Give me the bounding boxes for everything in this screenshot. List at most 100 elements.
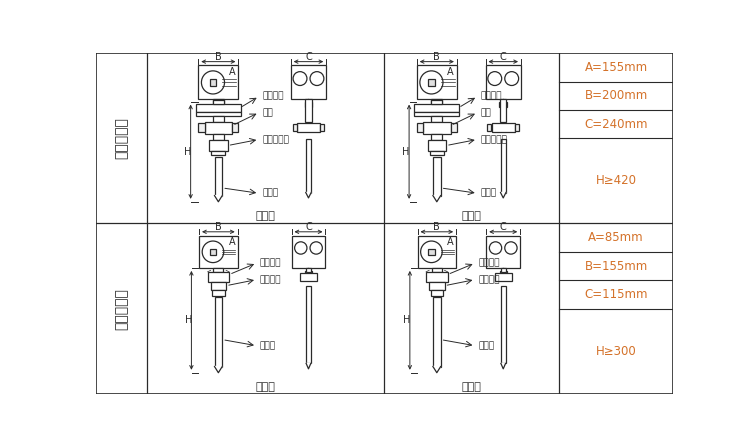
Text: C=240mm: C=240mm — [584, 117, 648, 131]
Bar — [500, 268, 506, 272]
Text: 測量桿: 測量桿 — [260, 341, 276, 350]
Bar — [305, 272, 312, 275]
Text: 鎖緊螺母: 鎖緊螺母 — [478, 258, 500, 268]
Text: 測量桿: 測量桿 — [262, 189, 278, 198]
Bar — [500, 102, 507, 107]
Bar — [212, 290, 224, 296]
Bar — [431, 99, 442, 104]
Text: B: B — [215, 52, 222, 62]
Text: A: A — [229, 237, 236, 247]
Polygon shape — [214, 366, 222, 373]
Text: 螺紋連接型: 螺紋連接型 — [115, 288, 128, 330]
Bar — [426, 272, 448, 282]
Bar — [300, 272, 317, 281]
Bar — [297, 123, 320, 132]
Text: C: C — [500, 52, 506, 62]
Bar — [213, 116, 223, 122]
Bar — [306, 287, 310, 363]
Text: A: A — [447, 237, 454, 247]
Bar — [306, 268, 311, 272]
Text: H: H — [184, 315, 192, 325]
Bar — [430, 152, 444, 155]
Polygon shape — [501, 363, 506, 369]
Polygon shape — [500, 193, 506, 198]
Polygon shape — [433, 366, 441, 373]
Text: 連接法蘭: 連接法蘭 — [481, 92, 502, 101]
Text: C: C — [305, 52, 312, 62]
Text: H≥420: H≥420 — [596, 174, 637, 187]
Text: 一體型: 一體型 — [256, 210, 276, 221]
Bar — [211, 152, 225, 155]
Text: 安裝連接件: 安裝連接件 — [262, 135, 290, 144]
Bar — [199, 236, 238, 268]
Text: B=200mm: B=200mm — [584, 89, 648, 102]
Bar — [451, 123, 457, 132]
Text: 連接螺絲: 連接螺絲 — [478, 275, 500, 284]
Text: 測量桿: 測量桿 — [478, 341, 494, 350]
Text: B: B — [433, 222, 440, 232]
Bar — [211, 282, 226, 290]
Text: H: H — [402, 147, 410, 157]
Bar — [500, 99, 506, 122]
Text: H: H — [403, 315, 410, 325]
Bar — [431, 134, 442, 140]
Bar — [432, 268, 442, 272]
Text: 測量桿: 測量桿 — [481, 189, 496, 198]
Text: 分體型: 分體型 — [462, 381, 482, 392]
Bar — [196, 112, 241, 116]
Bar — [500, 139, 506, 193]
Bar — [214, 297, 222, 366]
Text: C: C — [305, 222, 312, 232]
Bar — [305, 99, 311, 122]
Bar — [213, 268, 223, 272]
Text: 法蘭連接型: 法蘭連接型 — [115, 117, 128, 159]
Text: 球閥: 球閥 — [262, 108, 273, 117]
Bar — [196, 104, 241, 112]
Polygon shape — [433, 196, 441, 202]
Bar — [198, 66, 238, 99]
Polygon shape — [306, 193, 311, 198]
Bar — [417, 123, 423, 132]
Text: A=155mm: A=155mm — [584, 61, 648, 74]
Polygon shape — [306, 363, 310, 369]
Bar — [429, 282, 445, 290]
Bar — [205, 122, 232, 134]
Text: C: C — [500, 222, 506, 232]
Bar — [209, 79, 217, 86]
Text: B=155mm: B=155mm — [584, 260, 648, 272]
Bar — [213, 100, 223, 104]
Bar — [428, 79, 435, 86]
Text: H≥300: H≥300 — [596, 345, 637, 358]
Polygon shape — [214, 196, 222, 202]
Bar — [291, 66, 326, 99]
Text: B: B — [215, 222, 222, 232]
Text: A=85mm: A=85mm — [588, 231, 644, 244]
Text: A: A — [229, 66, 236, 77]
Bar — [198, 123, 205, 132]
Bar — [495, 272, 512, 281]
Text: 安裝連接件: 安裝連接件 — [481, 135, 508, 144]
Bar — [415, 104, 459, 112]
Bar — [208, 272, 230, 282]
Bar — [431, 116, 442, 122]
Bar — [320, 124, 324, 131]
Bar — [213, 134, 223, 140]
Bar — [501, 287, 506, 363]
Text: 鎖緊螺母: 鎖緊螺母 — [260, 258, 281, 268]
Bar — [213, 99, 223, 104]
Text: H: H — [184, 147, 191, 157]
Bar — [214, 157, 222, 196]
Bar — [430, 290, 443, 296]
Bar — [415, 112, 459, 116]
Bar — [433, 157, 441, 196]
Bar — [292, 124, 296, 131]
Bar — [486, 236, 520, 268]
Bar — [433, 297, 441, 366]
Bar — [232, 123, 238, 132]
Bar — [492, 123, 514, 132]
Text: B: B — [433, 52, 440, 62]
Bar — [306, 139, 311, 193]
Bar — [304, 102, 312, 107]
Text: C=115mm: C=115mm — [584, 288, 648, 301]
Bar — [210, 249, 216, 255]
